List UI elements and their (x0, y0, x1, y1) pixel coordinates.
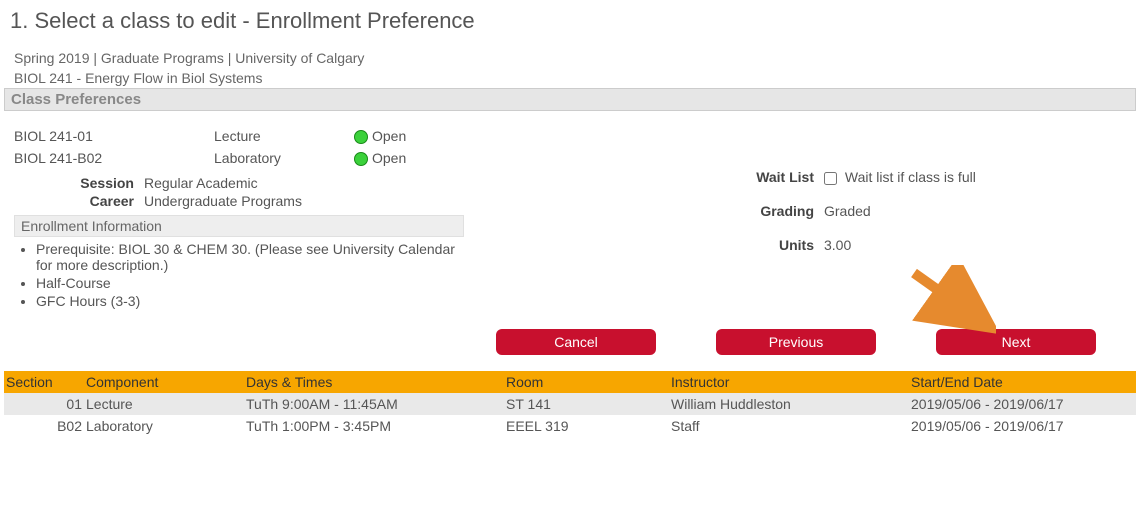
cancel-button[interactable]: Cancel (496, 329, 656, 355)
next-button[interactable]: Next (936, 329, 1096, 355)
cell-dates: 2019/05/06 - 2019/06/17 (909, 415, 1136, 437)
session-label: Session (14, 175, 144, 191)
col-days: Days & Times (244, 371, 504, 393)
class-code: BIOL 241-B02 (14, 150, 214, 166)
cell-component: Lecture (84, 393, 244, 415)
cell-component: Laboratory (84, 415, 244, 437)
enrollment-info-list: Prerequisite: BIOL 30 & CHEM 30. (Please… (14, 241, 464, 309)
units-value: 3.00 (824, 237, 851, 253)
course-line: BIOL 241 - Energy Flow in Biol Systems (14, 70, 1136, 86)
cell-section: 01 (4, 393, 84, 415)
grading-label: Grading (744, 203, 824, 219)
cell-room: EEEL 319 (504, 415, 669, 437)
enrollment-info-item: Prerequisite: BIOL 30 & CHEM 30. (Please… (36, 241, 464, 273)
col-room: Room (504, 371, 669, 393)
schedule-table: Section Component Days & Times Room Inst… (4, 371, 1136, 437)
class-type: Laboratory (214, 150, 354, 166)
waitlist-label: Wait List (744, 169, 824, 185)
enrollment-info-item: GFC Hours (3-3) (36, 293, 464, 309)
cell-room: ST 141 (504, 393, 669, 415)
class-type: Lecture (214, 128, 354, 144)
class-row: BIOL 241-B02 Laboratory Open (14, 147, 744, 169)
col-section: Section (4, 371, 84, 393)
class-preferences-header: Class Preferences (4, 88, 1136, 111)
col-component: Component (84, 371, 244, 393)
waitlist-checkbox[interactable] (824, 172, 837, 185)
table-header-row: Section Component Days & Times Room Inst… (4, 371, 1136, 393)
enrollment-info-header: Enrollment Information (14, 215, 464, 237)
status-open-icon: Open (354, 150, 406, 166)
grading-value: Graded (824, 203, 871, 219)
session-value: Regular Academic (144, 175, 258, 191)
cell-instructor: Staff (669, 415, 909, 437)
enrollment-info-item: Half-Course (36, 275, 464, 291)
career-value: Undergraduate Programs (144, 193, 302, 209)
table-row: B02 Laboratory TuTh 1:00PM - 3:45PM EEEL… (4, 415, 1136, 437)
page-title: 1. Select a class to edit - Enrollment P… (10, 8, 1136, 34)
col-instructor: Instructor (669, 371, 909, 393)
class-code: BIOL 241-01 (14, 128, 214, 144)
status-label: Open (372, 150, 406, 166)
waitlist-checkbox-label: Wait list if class is full (845, 169, 976, 185)
status-open-icon: Open (354, 128, 406, 144)
context-line: Spring 2019 | Graduate Programs | Univer… (14, 50, 1136, 66)
cell-dates: 2019/05/06 - 2019/06/17 (909, 393, 1136, 415)
cell-section: B02 (4, 415, 84, 437)
status-label: Open (372, 128, 406, 144)
career-label: Career (14, 193, 144, 209)
cell-days: TuTh 1:00PM - 3:45PM (244, 415, 504, 437)
class-row: BIOL 241-01 Lecture Open (14, 125, 744, 147)
cell-instructor: William Huddleston (669, 393, 909, 415)
previous-button[interactable]: Previous (716, 329, 876, 355)
table-row: 01 Lecture TuTh 9:00AM - 11:45AM ST 141 … (4, 393, 1136, 415)
col-dates: Start/End Date (909, 371, 1136, 393)
units-label: Units (744, 237, 824, 253)
cell-days: TuTh 9:00AM - 11:45AM (244, 393, 504, 415)
